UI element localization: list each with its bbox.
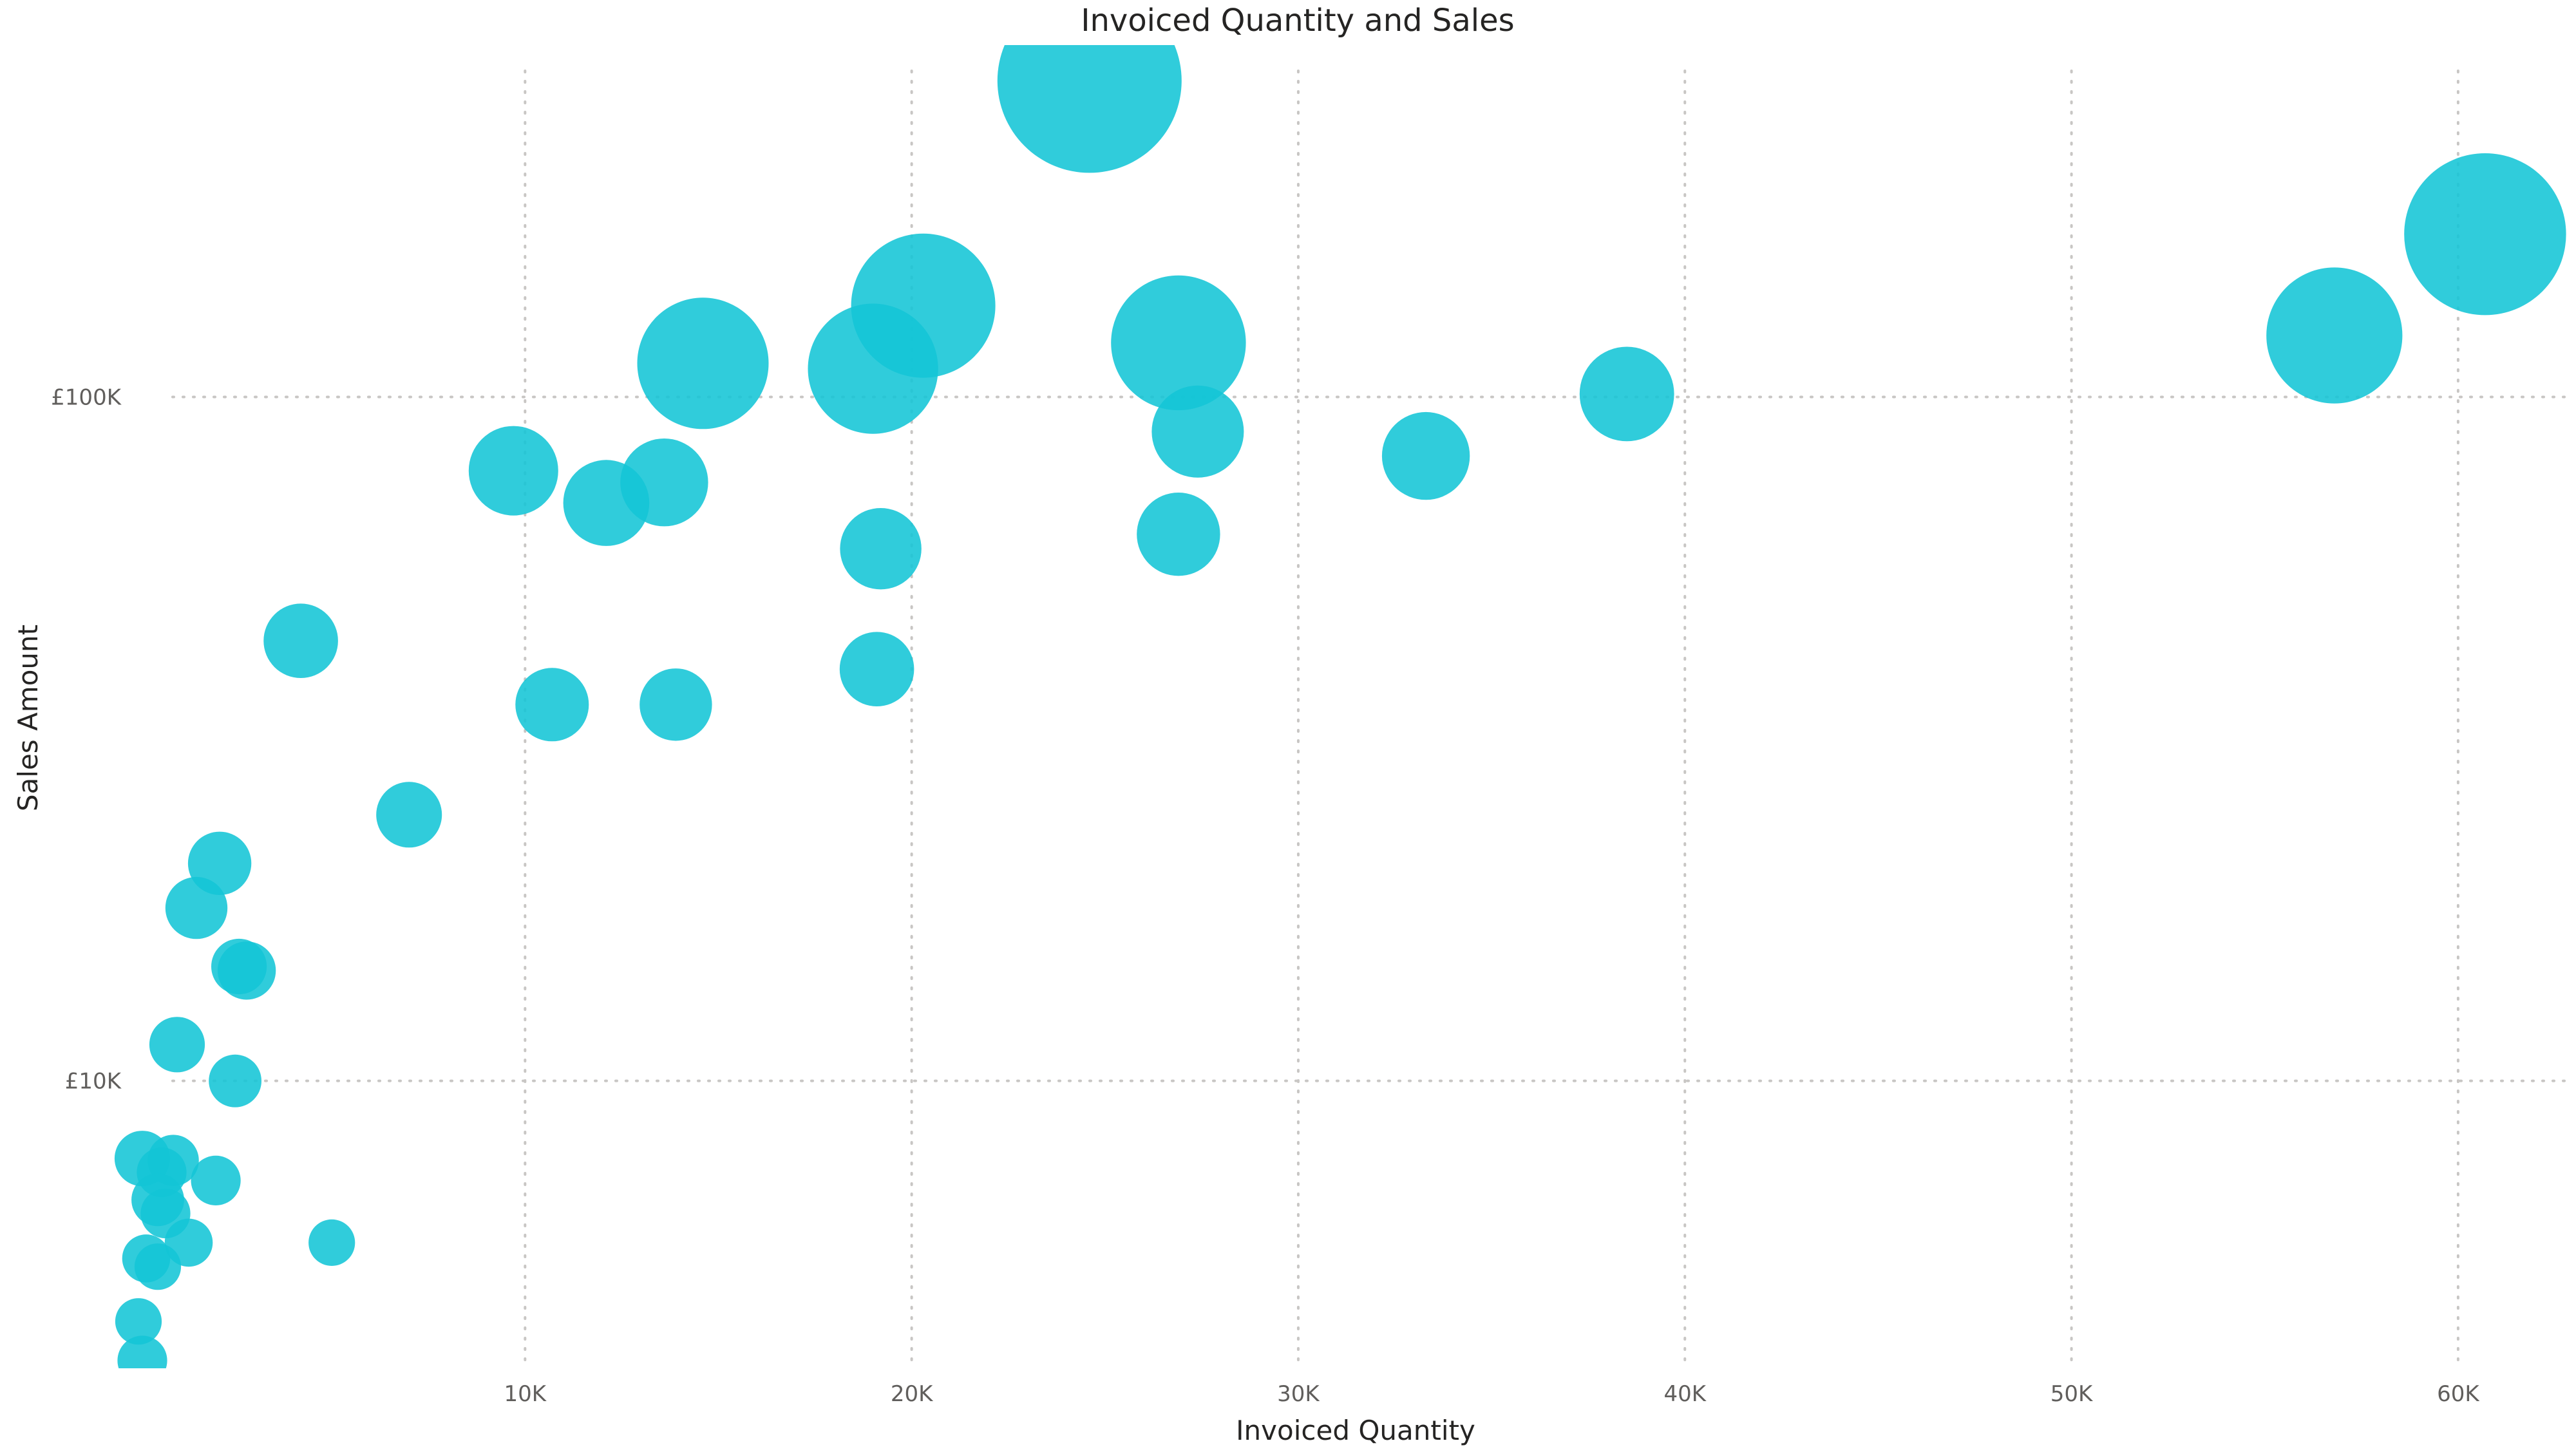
bubble-point[interactable] <box>515 668 589 742</box>
bubble-point[interactable] <box>2266 267 2403 404</box>
x-tick-label: 20K <box>891 1381 934 1407</box>
bubble-point[interactable] <box>308 1219 355 1266</box>
y-axis-title: Sales Amount <box>12 625 44 811</box>
y-tick-label: £100K <box>51 385 122 411</box>
x-tick-label: 50K <box>2050 1381 2094 1407</box>
x-tick-label: 60K <box>2437 1381 2480 1407</box>
bubble-point[interactable] <box>1111 275 1246 411</box>
bubble-point[interactable] <box>2404 153 2566 316</box>
bubble-point[interactable] <box>639 668 712 741</box>
bubble-point[interactable] <box>149 1017 205 1073</box>
bubble-series <box>114 0 2566 1385</box>
bubble-point[interactable] <box>997 0 1182 173</box>
bubble-point[interactable] <box>134 1243 182 1290</box>
bubble-point[interactable] <box>1151 385 1244 478</box>
bubble-point[interactable] <box>808 303 938 434</box>
x-tick-label: 30K <box>1277 1381 1320 1407</box>
y-tick-label: £10K <box>65 1069 122 1095</box>
y-axis-ticks: £10K £100K <box>51 385 122 1095</box>
x-axis-ticks: 10K 20K 30K 40K 50K 60K <box>504 1381 2481 1407</box>
chart-title: Invoiced Quantity and Sales <box>1081 3 1514 39</box>
bubble-point[interactable] <box>115 1298 162 1345</box>
bubble-point[interactable] <box>1381 411 1470 500</box>
bubble-point[interactable] <box>211 938 267 995</box>
bubble-point[interactable] <box>637 297 769 429</box>
x-tick-label: 40K <box>1663 1381 1707 1407</box>
bubble-point[interactable] <box>468 426 558 516</box>
bubble-point[interactable] <box>376 782 442 848</box>
x-axis-title: Invoiced Quantity <box>1236 1415 1475 1446</box>
bubble-point[interactable] <box>1137 493 1220 576</box>
bubble-point[interactable] <box>839 632 914 706</box>
x-tick-label: 10K <box>504 1381 547 1407</box>
bubble-point[interactable] <box>209 1054 261 1108</box>
bubble-point[interactable] <box>165 876 228 939</box>
bubble-point[interactable] <box>117 1335 167 1385</box>
bubble-point[interactable] <box>1579 346 1674 442</box>
bubble-point[interactable] <box>191 1155 241 1205</box>
bubble-point[interactable] <box>563 460 650 546</box>
bubble-point[interactable] <box>263 603 338 678</box>
bubble-point[interactable] <box>840 508 922 590</box>
